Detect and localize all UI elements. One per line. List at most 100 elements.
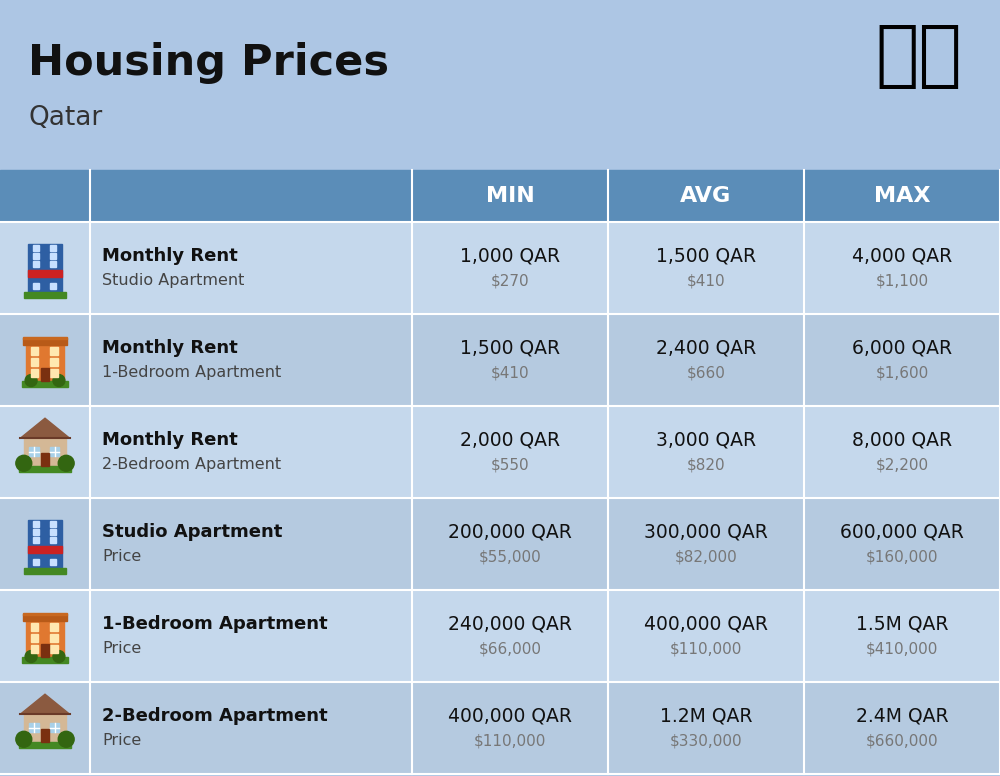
Text: Monthly Rent: Monthly Rent (102, 339, 238, 357)
Bar (31, 634, 38, 642)
Text: $110,000: $110,000 (670, 642, 742, 656)
Text: 1,500 QAR: 1,500 QAR (656, 247, 756, 265)
Text: 200,000 QAR: 200,000 QAR (448, 522, 572, 542)
Bar (23, 614, 67, 622)
Text: $1,600: $1,600 (875, 365, 929, 380)
Text: $66,000: $66,000 (479, 642, 542, 656)
Text: $270: $270 (491, 273, 529, 289)
Text: $820: $820 (687, 457, 725, 473)
Circle shape (25, 650, 37, 663)
Polygon shape (20, 418, 70, 438)
Text: Qatar: Qatar (28, 105, 102, 131)
Bar (23, 337, 67, 339)
Text: 240,000 QAR: 240,000 QAR (448, 615, 572, 633)
Text: 1-Bedroom Apartment: 1-Bedroom Apartment (102, 615, 328, 633)
Bar (0, 170, 1000, 222)
Bar (50, 283, 56, 289)
Bar (0, 406, 1000, 498)
Bar (50, 447, 59, 456)
Bar (50, 529, 56, 535)
Text: 1,000 QAR: 1,000 QAR (460, 247, 560, 265)
Bar (41, 644, 49, 656)
Bar (28, 270, 62, 276)
Bar (33, 262, 39, 267)
Bar (0, 314, 1000, 406)
Text: $660: $660 (687, 365, 725, 380)
Bar (33, 559, 39, 565)
Text: 2-Bedroom Apartment: 2-Bedroom Apartment (102, 457, 281, 473)
Text: $660,000: $660,000 (866, 733, 938, 748)
Text: 1,500 QAR: 1,500 QAR (460, 338, 560, 358)
Bar (29, 723, 39, 732)
Text: MIN: MIN (486, 186, 534, 206)
Text: $1,100: $1,100 (875, 273, 929, 289)
Text: 1-Bedroom Apartment: 1-Bedroom Apartment (102, 365, 281, 380)
Bar (50, 254, 56, 259)
Text: 2.4M QAR: 2.4M QAR (856, 706, 948, 726)
Bar (50, 262, 56, 267)
Bar (0, 222, 1000, 314)
Text: $82,000: $82,000 (675, 549, 737, 564)
Text: 8,000 QAR: 8,000 QAR (852, 431, 952, 449)
Text: 400,000 QAR: 400,000 QAR (448, 706, 572, 726)
Bar (33, 537, 39, 543)
Bar (31, 358, 38, 365)
Text: $110,000: $110,000 (474, 733, 546, 748)
Text: Monthly Rent: Monthly Rent (102, 247, 238, 265)
Text: AVG: AVG (680, 186, 732, 206)
Text: Price: Price (102, 549, 141, 564)
Text: Price: Price (102, 642, 141, 656)
Bar (22, 656, 68, 663)
Bar (19, 466, 71, 472)
Circle shape (53, 650, 65, 663)
Bar (50, 358, 58, 365)
Bar (50, 623, 58, 631)
Text: 🇶🇦: 🇶🇦 (875, 22, 962, 91)
Text: Studio Apartment: Studio Apartment (102, 273, 244, 289)
Bar (33, 245, 39, 251)
Circle shape (16, 731, 32, 747)
Bar (0, 590, 1000, 682)
Text: 600,000 QAR: 600,000 QAR (840, 522, 964, 542)
Text: $330,000: $330,000 (670, 733, 742, 748)
Text: $2,200: $2,200 (875, 457, 929, 473)
Bar (31, 347, 38, 355)
Text: 6,000 QAR: 6,000 QAR (852, 338, 952, 358)
Bar (0, 682, 1000, 774)
Bar (50, 347, 58, 355)
Text: 2,400 QAR: 2,400 QAR (656, 338, 756, 358)
Bar (19, 742, 71, 748)
Circle shape (58, 456, 74, 471)
Circle shape (25, 375, 37, 386)
Bar (24, 292, 66, 299)
Bar (28, 244, 62, 292)
Text: 300,000 QAR: 300,000 QAR (644, 522, 768, 542)
Text: $55,000: $55,000 (479, 549, 541, 564)
Circle shape (58, 731, 74, 747)
Bar (24, 568, 66, 574)
Bar (41, 452, 49, 466)
Text: Housing Prices: Housing Prices (28, 42, 389, 84)
Bar (50, 369, 58, 376)
Bar (50, 537, 56, 543)
Bar (24, 438, 66, 466)
Text: $410: $410 (687, 273, 725, 289)
Text: $160,000: $160,000 (866, 549, 938, 564)
Text: $410,000: $410,000 (866, 642, 938, 656)
Text: 2-Bedroom Apartment: 2-Bedroom Apartment (102, 707, 328, 725)
Bar (28, 546, 62, 553)
Polygon shape (20, 695, 70, 714)
Text: $410: $410 (491, 365, 529, 380)
Bar (41, 368, 49, 380)
Text: Studio Apartment: Studio Apartment (102, 523, 282, 541)
Bar (31, 369, 38, 376)
Text: 3,000 QAR: 3,000 QAR (656, 431, 756, 449)
Bar (50, 521, 56, 528)
Bar (33, 521, 39, 528)
Text: $550: $550 (491, 457, 529, 473)
Bar (50, 245, 56, 251)
Bar (50, 645, 58, 653)
Text: Price: Price (102, 733, 141, 748)
Bar (26, 615, 64, 656)
Bar (33, 254, 39, 259)
